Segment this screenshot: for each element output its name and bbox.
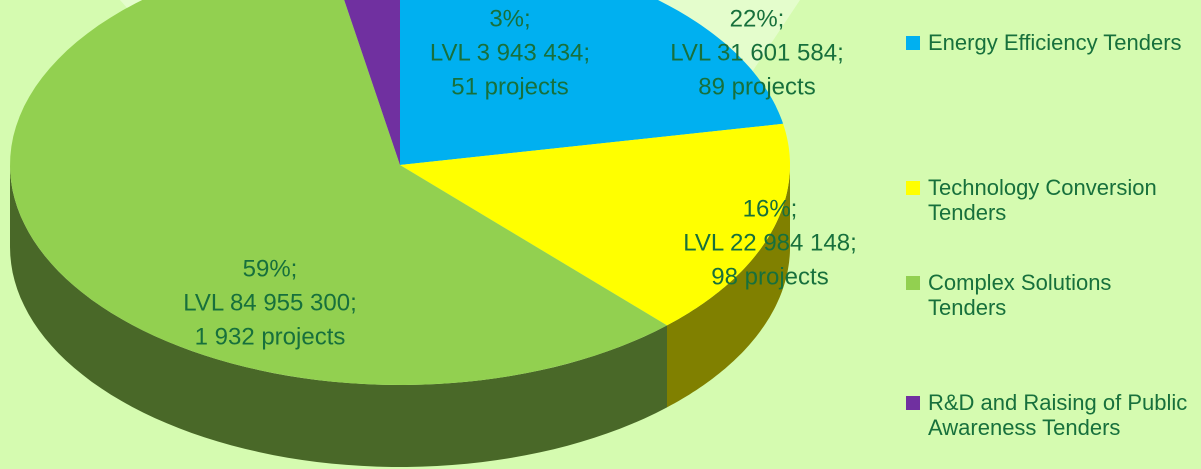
data-label: LVL 84 955 300; bbox=[183, 289, 356, 316]
slice-side bbox=[667, 165, 790, 408]
legend-swatch bbox=[906, 396, 920, 410]
legend-item: Technology Conversion Tenders bbox=[906, 175, 1191, 225]
slice bbox=[344, 0, 400, 165]
slice bbox=[400, 0, 784, 165]
data-label: LVL 3 943 434; bbox=[430, 39, 590, 66]
legend-item: Complex Solutions Tenders bbox=[906, 270, 1191, 320]
slice bbox=[10, 0, 667, 385]
legend-item: R&D and Raising of Public Awareness Tend… bbox=[906, 390, 1191, 440]
data-label: 3%; bbox=[489, 5, 530, 32]
legend-label: Energy Efficiency Tenders bbox=[928, 30, 1182, 55]
data-label: LVL 22 984 148; bbox=[683, 229, 856, 256]
data-label: 22%; bbox=[730, 5, 785, 32]
legend-label: R&D and Raising of Public Awareness Tend… bbox=[928, 390, 1188, 440]
data-label: 16%; bbox=[743, 195, 798, 222]
legend-swatch bbox=[906, 181, 920, 195]
data-label: 98 projects bbox=[711, 263, 828, 290]
legend-item: Energy Efficiency Tenders bbox=[906, 30, 1191, 55]
pie-area: 22%; LVL 31 601 584; 89 projects 16%; LVL 22… bbox=[10, 0, 857, 467]
slice-side bbox=[10, 165, 667, 467]
legend-swatch bbox=[906, 276, 920, 290]
data-label: LVL 31 601 584; bbox=[670, 39, 843, 66]
legend-swatch bbox=[906, 36, 920, 50]
data-label: 51 projects bbox=[451, 73, 568, 100]
data-label: 59%; bbox=[243, 255, 298, 282]
legend-label: Technology Conversion Tenders bbox=[928, 175, 1157, 225]
legend-label: Complex Solutions Tenders bbox=[928, 270, 1112, 320]
slice bbox=[400, 123, 790, 326]
data-label: 1 932 projects bbox=[195, 323, 346, 350]
data-label: 89 projects bbox=[698, 73, 815, 100]
